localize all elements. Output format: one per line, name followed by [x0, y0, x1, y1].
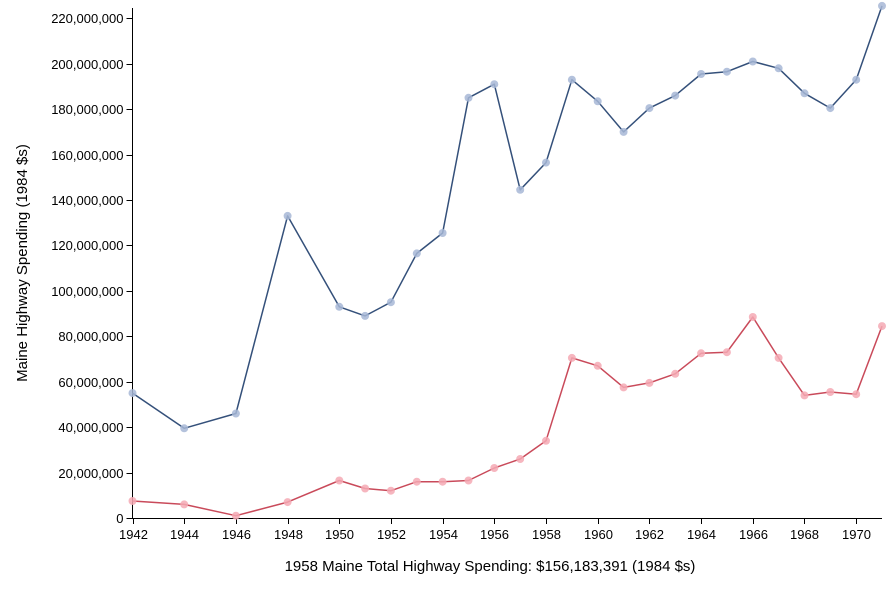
- data-point[interactable]: [645, 104, 654, 113]
- data-point[interactable]: [852, 75, 861, 84]
- y-tick-label: 140,000,000: [51, 193, 123, 208]
- data-point[interactable]: [722, 67, 731, 76]
- series-layer: [128, 1, 886, 520]
- data-point[interactable]: [516, 455, 525, 463]
- data-point[interactable]: [800, 391, 809, 400]
- data-point[interactable]: [722, 348, 731, 357]
- x-tick-label: 1942: [119, 527, 148, 542]
- y-axis-ticks: 0 20,000,000 40,000,000 60,000,000 80,000,00…: [51, 11, 133, 526]
- data-point[interactable]: [671, 91, 680, 100]
- data-point[interactable]: [128, 497, 137, 505]
- x-tick-label: 1946: [222, 527, 251, 542]
- axes: [132, 8, 882, 519]
- x-tick-label: 1956: [480, 527, 509, 542]
- data-point[interactable]: [697, 349, 706, 358]
- data-point[interactable]: [800, 89, 809, 98]
- data-point[interactable]: [645, 378, 654, 387]
- data-point[interactable]: [619, 127, 628, 136]
- data-point[interactable]: [490, 80, 499, 89]
- y-tick-label: 100,000,000: [51, 284, 123, 299]
- x-tick-label: 1944: [170, 527, 199, 542]
- y-tick-label: 220,000,000: [51, 11, 123, 26]
- data-point[interactable]: [438, 477, 447, 486]
- data-point[interactable]: [361, 311, 370, 320]
- x-tick-label: 1958: [532, 527, 561, 542]
- y-tick-label: 160,000,000: [51, 148, 123, 163]
- data-point[interactable]: [774, 64, 783, 73]
- data-point[interactable]: [567, 75, 576, 84]
- data-point[interactable]: [335, 302, 344, 311]
- data-point[interactable]: [826, 104, 835, 113]
- data-point[interactable]: [748, 57, 757, 66]
- x-tick-label: 1966: [739, 527, 768, 542]
- x-tick-label: 1968: [790, 527, 819, 542]
- data-point[interactable]: [516, 185, 525, 194]
- y-tick-label: 180,000,000: [51, 102, 123, 117]
- y-axis-title: Maine Highway Spending (1984 $s): [14, 144, 31, 382]
- data-point[interactable]: [542, 158, 550, 167]
- series-line: [132, 316, 883, 517]
- x-tick-label: 1964: [687, 527, 716, 542]
- y-tick-label: 60,000,000: [58, 375, 123, 390]
- data-point[interactable]: [567, 353, 576, 362]
- data-point[interactable]: [542, 436, 550, 445]
- data-point[interactable]: [464, 93, 473, 102]
- data-point[interactable]: [878, 322, 886, 331]
- data-point[interactable]: [619, 383, 628, 392]
- y-tick-label: 200,000,000: [51, 57, 123, 72]
- data-point[interactable]: [231, 409, 240, 418]
- data-point[interactable]: [180, 424, 189, 433]
- data-point[interactable]: [593, 97, 602, 106]
- y-tick-label: 20,000,000: [58, 466, 123, 481]
- data-point[interactable]: [774, 353, 783, 362]
- y-tick-label: 80,000,000: [58, 329, 123, 344]
- x-tick-label: 1970: [842, 527, 871, 542]
- data-point[interactable]: [283, 211, 292, 220]
- data-point[interactable]: [671, 369, 680, 378]
- data-point[interactable]: [593, 361, 602, 370]
- data-point[interactable]: [852, 390, 861, 399]
- data-point[interactable]: [412, 249, 421, 258]
- x-tick-label: 1962: [635, 527, 664, 542]
- x-axis-title: 1958 Maine Total Highway Spending: $156,…: [285, 558, 696, 575]
- x-tick-label: 1950: [325, 527, 354, 542]
- data-point[interactable]: [438, 229, 447, 237]
- x-axis-ticks: 1942 1944 1946 1948 1950 1952 1954 1956 1958 1960…: [119, 518, 871, 542]
- y-tick-label: 40,000,000: [58, 420, 123, 435]
- data-point[interactable]: [361, 484, 370, 493]
- data-point[interactable]: [464, 476, 473, 485]
- data-point[interactable]: [231, 511, 240, 520]
- data-point[interactable]: [180, 500, 189, 509]
- data-point[interactable]: [412, 477, 421, 486]
- series-1: [128, 1, 886, 433]
- y-tick-label: 0: [116, 511, 123, 526]
- series-line: [132, 5, 883, 430]
- x-tick-label: 1954: [429, 527, 458, 542]
- y-tick-label: 120,000,000: [51, 238, 123, 253]
- data-point[interactable]: [878, 1, 886, 10]
- data-point[interactable]: [490, 464, 499, 472]
- data-point[interactable]: [826, 388, 835, 396]
- x-tick-label: 1952: [377, 527, 406, 542]
- data-point[interactable]: [386, 298, 395, 307]
- data-point[interactable]: [335, 476, 344, 485]
- series-2: [128, 313, 886, 520]
- data-point[interactable]: [697, 70, 706, 78]
- data-point[interactable]: [283, 498, 292, 507]
- data-point[interactable]: [748, 313, 757, 321]
- x-tick-label: 1960: [584, 527, 613, 542]
- data-point[interactable]: [386, 486, 395, 495]
- x-tick-label: 1948: [274, 527, 303, 542]
- data-point[interactable]: [128, 389, 137, 398]
